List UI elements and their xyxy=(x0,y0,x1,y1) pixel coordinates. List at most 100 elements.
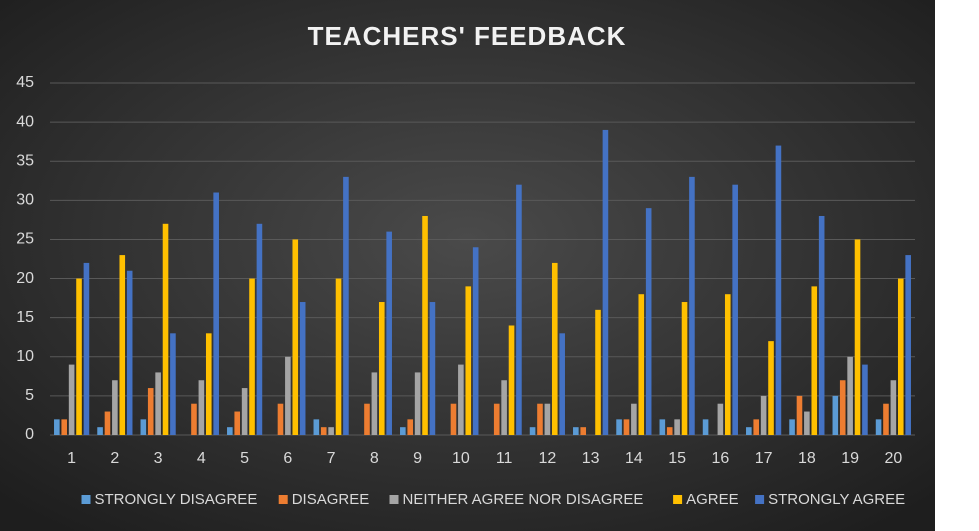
legend-label: AGREE xyxy=(686,491,739,508)
bar xyxy=(717,403,724,435)
bar xyxy=(775,145,782,436)
bar xyxy=(493,403,500,435)
y-tick-label: 0 xyxy=(25,426,34,443)
bar xyxy=(450,403,457,435)
bar xyxy=(414,372,421,435)
bar xyxy=(112,380,118,435)
bar xyxy=(580,427,587,435)
bar xyxy=(862,364,868,435)
bar xyxy=(213,192,219,435)
bar xyxy=(119,255,126,435)
bar xyxy=(170,333,176,435)
bar xyxy=(277,403,284,435)
bar xyxy=(890,380,897,435)
bar xyxy=(854,239,861,435)
bar xyxy=(753,419,760,435)
bar xyxy=(681,302,688,435)
bar xyxy=(407,419,414,435)
x-tick-label: 6 xyxy=(283,450,292,467)
y-tick-label: 20 xyxy=(16,270,34,287)
bar xyxy=(501,380,507,435)
bar xyxy=(126,270,133,435)
legend-swatch xyxy=(673,495,683,504)
bar xyxy=(465,286,472,435)
x-tick-label: 4 xyxy=(197,450,206,467)
bar xyxy=(386,231,392,435)
y-tick-label: 40 xyxy=(16,113,34,130)
bar xyxy=(458,364,464,435)
x-tick-label: 16 xyxy=(711,450,729,467)
bar xyxy=(378,302,385,435)
bar xyxy=(61,419,68,435)
bar xyxy=(147,388,154,435)
x-tick-label: 2 xyxy=(110,450,119,467)
y-tick-label: 15 xyxy=(16,309,34,326)
bar xyxy=(313,419,320,435)
bar xyxy=(674,419,680,435)
bar xyxy=(76,278,82,435)
x-tick-label: 8 xyxy=(370,450,379,467)
bar xyxy=(335,278,342,435)
bar xyxy=(804,411,810,435)
bar xyxy=(623,419,630,435)
bar xyxy=(839,380,846,435)
x-tick-label: 7 xyxy=(327,450,336,467)
bar xyxy=(818,215,825,435)
x-tick-label: 11 xyxy=(496,450,513,467)
bar xyxy=(429,302,436,435)
bar xyxy=(595,309,601,435)
bar xyxy=(645,208,652,435)
x-tick-label: 1 xyxy=(67,450,76,467)
x-tick-label: 20 xyxy=(884,450,902,467)
bar xyxy=(234,411,241,435)
bar xyxy=(544,403,551,435)
bar xyxy=(551,262,558,435)
y-tick-label: 35 xyxy=(16,152,34,169)
bar xyxy=(724,294,731,435)
bar xyxy=(205,333,212,435)
bar xyxy=(508,325,515,435)
y-tick-label: 45 xyxy=(16,74,34,91)
bar xyxy=(905,255,911,435)
bar xyxy=(155,372,161,435)
bar xyxy=(883,403,889,435)
bar xyxy=(768,341,774,435)
legend-label: NEITHER AGREE NOR DISAGREE xyxy=(403,491,644,508)
bar xyxy=(249,278,255,435)
x-tick-label: 5 xyxy=(240,450,249,467)
x-tick-label: 10 xyxy=(452,450,470,467)
bar xyxy=(292,239,299,435)
bar xyxy=(328,427,334,435)
legend-swatch xyxy=(755,495,765,504)
y-tick-label: 30 xyxy=(16,192,34,209)
legend-swatch xyxy=(278,495,288,504)
bar xyxy=(198,380,205,435)
bar xyxy=(241,388,248,435)
x-tick-label: 9 xyxy=(413,450,422,467)
bar xyxy=(364,403,370,435)
bar xyxy=(371,372,378,435)
x-tick-label: 14 xyxy=(625,450,643,467)
bar xyxy=(746,427,752,435)
bar xyxy=(760,395,767,435)
bar xyxy=(847,356,853,435)
bar xyxy=(68,364,75,435)
bar xyxy=(789,419,795,435)
bar xyxy=(162,223,169,435)
bar xyxy=(796,395,803,435)
x-tick-label: 18 xyxy=(798,450,816,467)
chart-title: TEACHERS' FEEDBACK xyxy=(308,21,627,51)
x-tick-label: 12 xyxy=(538,450,556,467)
bar xyxy=(689,176,695,435)
bar xyxy=(529,427,536,435)
y-tick-label: 5 xyxy=(25,387,34,404)
bar xyxy=(559,333,565,435)
bar xyxy=(702,419,709,435)
x-tick-label: 19 xyxy=(841,450,859,467)
legend-label: DISAGREE xyxy=(292,491,370,508)
bar xyxy=(422,215,428,435)
bar xyxy=(343,176,349,435)
x-tick-label: 13 xyxy=(582,450,600,467)
bar xyxy=(54,419,60,435)
